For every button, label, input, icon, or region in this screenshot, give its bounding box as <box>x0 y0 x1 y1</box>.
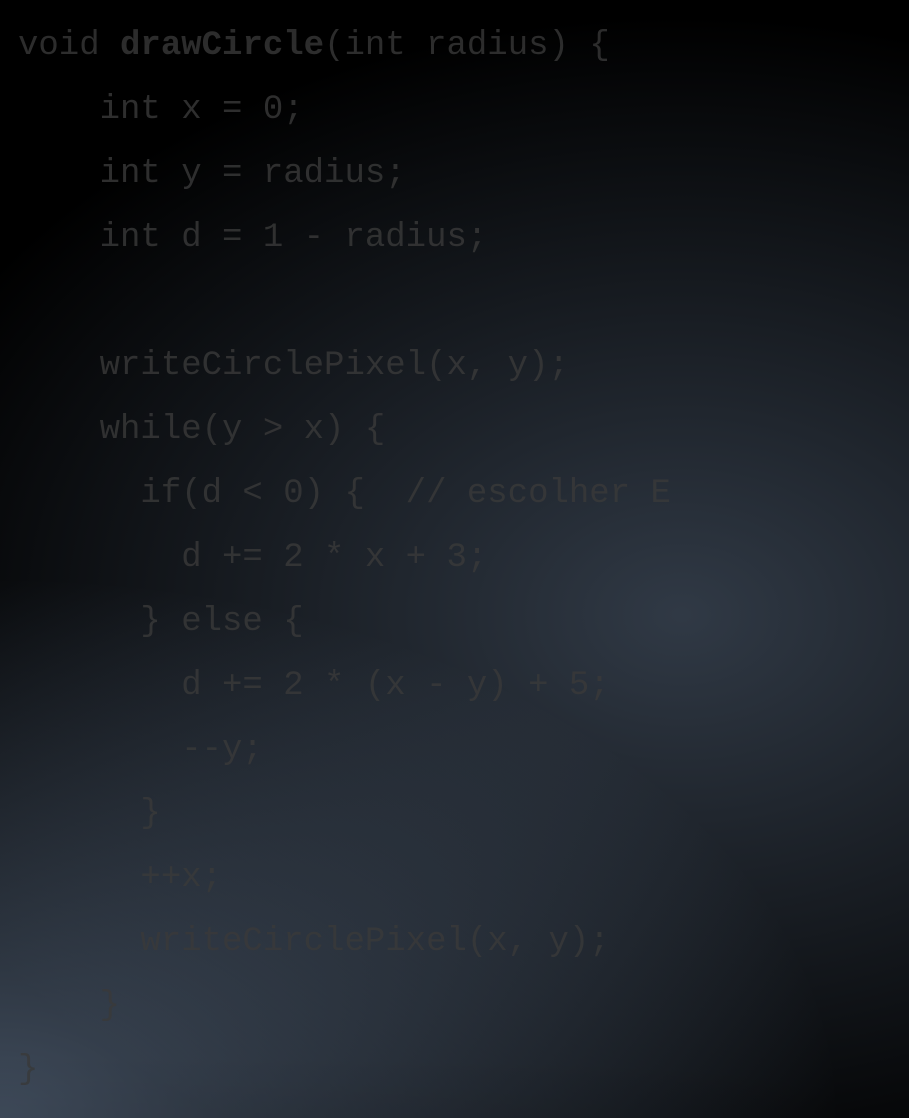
code-line-14: ++x; <box>18 859 222 897</box>
code-line-1: void drawCircle(int radius) { <box>18 27 610 65</box>
code-line-7: while(y > x) { <box>18 411 385 449</box>
code-line-16: } <box>18 987 120 1025</box>
code-line-10: } else { <box>18 603 304 641</box>
code-line-8: if(d < 0) { // escolher E <box>18 475 671 513</box>
code-line-11: d += 2 * (x - y) + 5; <box>18 667 610 705</box>
code-line-6: writeCirclePixel(x, y); <box>18 347 569 385</box>
code-panel: void drawCircle(int radius) { int x = 0;… <box>0 14 893 1102</box>
code-line-4: int d = 1 - radius; <box>18 219 487 257</box>
code-block: void drawCircle(int radius) { int x = 0;… <box>0 14 893 1102</box>
code-line-13: } <box>18 795 161 833</box>
code-line-17: } <box>18 1051 38 1089</box>
function-name: drawCircle <box>120 27 324 65</box>
code-line-2: int x = 0; <box>18 91 304 129</box>
function-signature-suffix: (int radius) { <box>324 27 610 65</box>
kw-void: void <box>18 27 120 65</box>
code-line-15: writeCirclePixel(x, y); <box>18 923 610 961</box>
code-line-12: --y; <box>18 731 263 769</box>
code-line-9: d += 2 * x + 3; <box>18 539 487 577</box>
code-line-3: int y = radius; <box>18 155 406 193</box>
